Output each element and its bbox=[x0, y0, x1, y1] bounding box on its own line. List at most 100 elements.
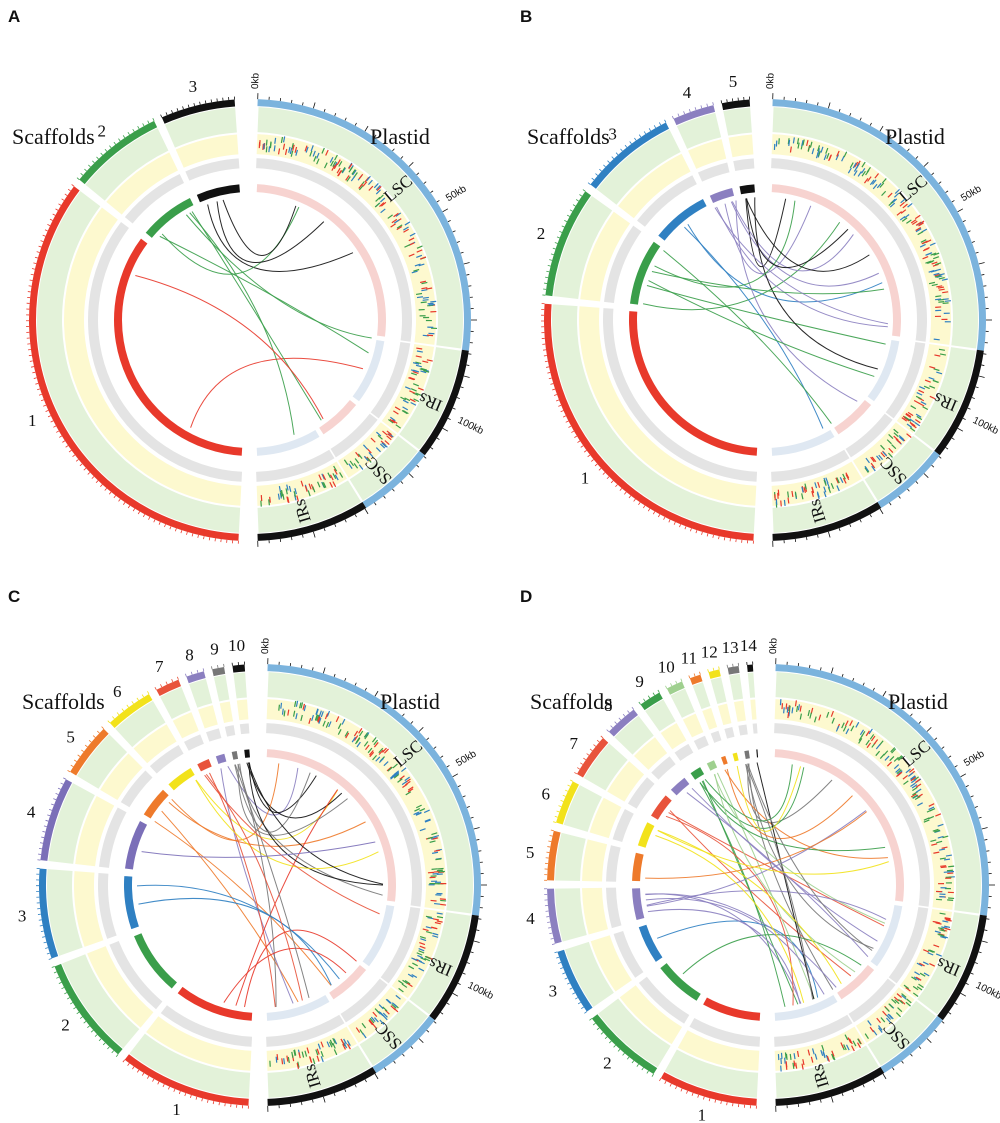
density-track bbox=[583, 743, 628, 791]
axis-tick bbox=[210, 99, 212, 103]
snp-mark bbox=[935, 922, 942, 925]
snp-mark bbox=[387, 766, 393, 772]
snp-track bbox=[619, 985, 683, 1045]
snp-mark bbox=[932, 379, 939, 384]
snp-mark bbox=[865, 739, 870, 746]
density-track bbox=[233, 672, 247, 699]
snp-mark bbox=[783, 707, 785, 714]
axis-tick bbox=[550, 829, 554, 832]
axis-tick bbox=[910, 713, 913, 717]
snp-track bbox=[771, 461, 862, 506]
axis-tick bbox=[57, 787, 61, 790]
axis-tick bbox=[160, 684, 163, 688]
axis-tick bbox=[174, 528, 177, 532]
snp-mark bbox=[277, 493, 280, 500]
snp-mark bbox=[932, 263, 939, 267]
axis-tick bbox=[579, 194, 583, 197]
axis-tick bbox=[400, 156, 404, 159]
snp-mark bbox=[906, 433, 912, 438]
scaffold-band bbox=[28, 186, 239, 541]
snp-mark bbox=[785, 1063, 788, 1070]
syntenic-link bbox=[205, 774, 303, 1001]
snp-mark bbox=[823, 491, 827, 498]
axis-tick bbox=[684, 526, 687, 530]
snp-mark bbox=[933, 252, 940, 256]
axis-tick bbox=[591, 177, 595, 181]
snp-mark bbox=[936, 371, 943, 375]
snp-mark bbox=[914, 971, 920, 976]
panel-label: A bbox=[8, 7, 20, 26]
axis-tick bbox=[642, 505, 646, 509]
snp-mark bbox=[425, 926, 432, 929]
snp-mark bbox=[395, 212, 402, 217]
snp-mark bbox=[265, 146, 268, 153]
syntenic-link bbox=[642, 221, 841, 311]
axis-tick bbox=[463, 262, 470, 265]
snp-mark bbox=[419, 942, 426, 946]
snp-mark bbox=[941, 278, 948, 281]
axis-tick bbox=[619, 488, 623, 491]
snp-mark bbox=[292, 710, 296, 717]
snp-mark bbox=[911, 784, 918, 789]
snp-track bbox=[580, 211, 631, 302]
snp-mark bbox=[278, 485, 282, 493]
snp-mark bbox=[852, 1040, 857, 1047]
snp-mark bbox=[880, 1017, 886, 1023]
axis-tick bbox=[565, 420, 569, 423]
snp-mark bbox=[917, 793, 923, 798]
syntenic-link bbox=[655, 835, 805, 1003]
kb-tick-label: 100kb bbox=[974, 980, 1000, 1002]
snp-mark bbox=[410, 401, 417, 406]
axis-tick bbox=[90, 1029, 94, 1033]
axis-tick bbox=[115, 1054, 119, 1057]
snp-mark bbox=[901, 217, 908, 222]
axis-tick bbox=[806, 537, 808, 541]
axis-tick bbox=[550, 383, 554, 385]
axis-tick bbox=[820, 1099, 822, 1103]
coverage-track bbox=[184, 734, 204, 751]
axis-tick bbox=[40, 930, 44, 933]
snp-mark bbox=[894, 188, 900, 194]
axis-tick bbox=[312, 667, 314, 671]
axis-tick bbox=[671, 115, 674, 119]
axis-tick bbox=[104, 487, 108, 491]
snp-mark bbox=[938, 348, 946, 351]
snp-mark bbox=[915, 228, 922, 233]
axis-tick bbox=[898, 141, 901, 145]
snp-mark bbox=[910, 775, 916, 780]
snp-mark bbox=[419, 807, 426, 812]
snp-mark bbox=[909, 422, 916, 427]
panel-label: D bbox=[520, 587, 532, 606]
snp-mark bbox=[929, 395, 936, 400]
density-track bbox=[399, 347, 461, 450]
syntenic-link bbox=[141, 841, 376, 858]
snp-track bbox=[146, 1016, 252, 1071]
plastid-inner-arc bbox=[352, 340, 385, 402]
snp-mark bbox=[893, 756, 899, 762]
axis-tick bbox=[165, 112, 168, 116]
snp-mark bbox=[408, 253, 415, 257]
axis-tick bbox=[43, 825, 47, 828]
density-track bbox=[555, 888, 587, 942]
snp-mark bbox=[307, 490, 311, 497]
snp-mark bbox=[355, 1027, 361, 1033]
axis-tick bbox=[94, 1034, 98, 1037]
density-track bbox=[553, 195, 613, 299]
snp-mark bbox=[312, 486, 316, 493]
axis-tick bbox=[562, 794, 566, 797]
snp-mark bbox=[910, 793, 917, 798]
snp-mark bbox=[427, 302, 434, 305]
snp-mark bbox=[419, 280, 427, 284]
snp-mark bbox=[415, 392, 422, 396]
snp-mark bbox=[843, 151, 848, 158]
axis-tick bbox=[147, 1075, 150, 1079]
snp-mark bbox=[910, 782, 916, 788]
coverage-track bbox=[97, 872, 117, 939]
axis-tick bbox=[548, 840, 552, 842]
snp-mark bbox=[416, 347, 423, 350]
snp-mark bbox=[412, 362, 420, 365]
snp-mark bbox=[358, 173, 364, 180]
axis-tick bbox=[171, 110, 173, 114]
snp-mark bbox=[419, 945, 426, 949]
axis-tick bbox=[457, 982, 461, 985]
